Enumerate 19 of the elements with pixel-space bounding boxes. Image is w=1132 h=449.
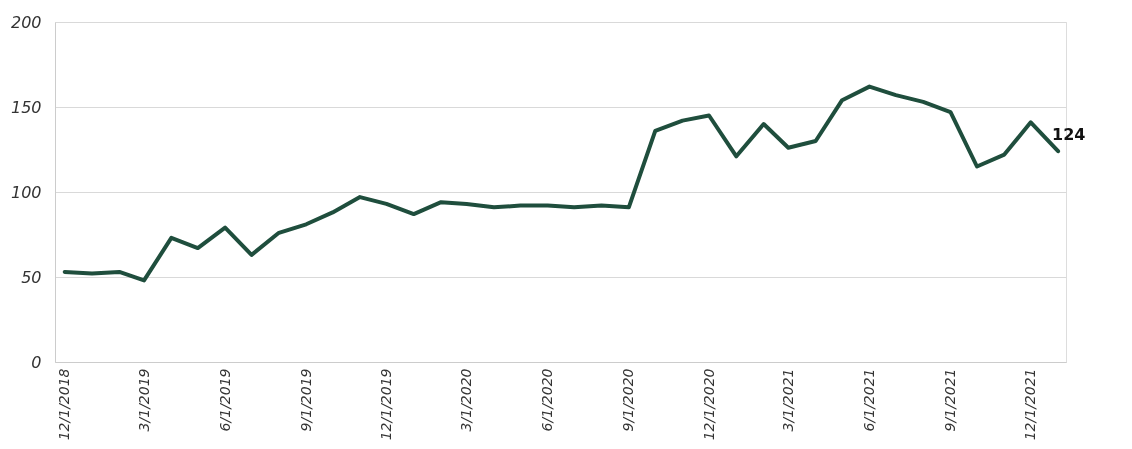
x-tick-label: 6/1/2019 [216, 368, 233, 432]
x-tick-label: 12/1/2020 [700, 368, 717, 441]
x-tick-label: 9/1/2020 [620, 368, 637, 432]
y-tick-label: 0 [31, 352, 42, 372]
x-tick-label: 3/1/2020 [458, 368, 475, 432]
y-tick-label: 50 [21, 267, 42, 287]
x-tick-label: 12/1/2019 [377, 368, 394, 441]
x-tick-label: 6/1/2020 [539, 368, 556, 432]
y-tick-label: 200 [10, 12, 42, 32]
annotation: 124 [1052, 125, 1086, 145]
y-tick-label: 150 [10, 97, 42, 117]
x-tick-label: 9/1/2019 [297, 368, 314, 432]
x-tick-label: 12/1/2021 [1022, 368, 1039, 441]
x-tick-label: 12/1/2018 [56, 368, 73, 441]
x-tick-label: 3/1/2021 [779, 368, 796, 432]
x-tick-label: 3/1/2019 [135, 368, 152, 432]
x-tick-label: 6/1/2021 [860, 368, 877, 432]
y-tick-label: 100 [10, 182, 42, 202]
x-tick-label: 9/1/2021 [942, 368, 959, 432]
